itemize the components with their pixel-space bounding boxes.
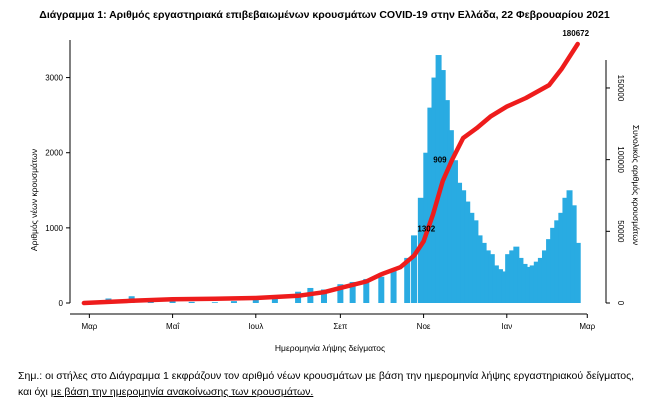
bar [468,212,475,303]
bar [550,227,557,303]
bar [404,257,411,303]
bar [488,254,495,303]
bar [363,278,370,303]
bar [476,235,483,303]
chart-svg: 0 1000 2000 3000 0 50000 100000 150000 Μαρ Μαΐ Ιου… [29,29,641,353]
bar [537,257,544,303]
bar [435,55,442,304]
bar [558,212,565,303]
bar [349,281,356,303]
y-tick-label: 0 [59,299,64,308]
bar [427,107,434,303]
footnote-underlined-text: με βάση την ημερομηνία ανακοίνωσης των κ… [50,386,314,398]
annotation-label: 1302 [417,224,435,233]
bar [533,261,540,303]
bar [451,160,458,303]
bar [460,190,467,303]
y-tick-label: 1000 [45,224,63,233]
bar [337,284,344,303]
bar [517,257,524,303]
y2-axis-title: Συνολικός αριθμός κρουσμάτων [631,125,641,245]
bar [566,190,573,303]
annotation-layer: 180672 909 1302 [417,29,589,233]
annotation-label: 180672 [562,29,589,38]
bar [570,205,577,303]
bar [390,269,397,303]
bar [513,246,520,303]
cumulative-line [81,41,580,306]
bar [525,266,532,303]
bar [541,250,548,303]
bar [529,265,536,303]
bar [447,130,454,303]
bar [546,239,553,303]
bar [169,301,176,303]
bar [411,235,418,303]
bars-group [86,55,581,304]
annotation-label: 909 [433,156,447,165]
footnote: Σημ.: οι στήλες στο Διάγραμμα 1 εκφράζου… [18,368,643,400]
bar [252,299,259,303]
y-axis-title: Αριθμός νέων κρουσμάτων [29,149,39,251]
bar [492,265,499,303]
bar [574,242,581,303]
bar [230,301,237,303]
bar [472,220,479,303]
bar [443,100,450,303]
y2-tick-label: 50000 [616,220,625,243]
bar [320,289,327,303]
footnote-text: Σημ.: οι στήλες στο Διάγραμμα 1 εκφράζου… [18,370,635,398]
y-tick-label: 3000 [45,74,63,83]
y2-tick-label: 0 [616,301,625,306]
x-tick-label: Μαρ [81,322,97,331]
bar [378,276,385,303]
bar [484,250,491,303]
bar [509,250,516,303]
bar [554,220,561,303]
bar [496,269,503,303]
bar [271,298,278,303]
y2-tick-label: 100000 [616,146,625,173]
axes-group: 0 1000 2000 3000 0 50000 100000 150000 Μαρ Μαΐ Ιου… [45,40,625,331]
bar [501,271,508,303]
y2-tick-label: 150000 [616,75,625,102]
bar [505,254,512,303]
x-tick-label: Νοε [417,322,431,331]
bar [562,197,569,303]
bar [521,263,528,303]
bar [211,302,218,303]
y-tick-label: 2000 [45,149,63,158]
bar [417,197,424,303]
bar [464,201,471,303]
x-axis-title: Ημερομηνία λήψης δείγματος [275,343,385,353]
x-tick-label: Ιαν [501,322,512,331]
bar [431,77,438,303]
x-tick-label: Σεπ [333,322,348,331]
x-tick-label: Μαρ [579,322,595,331]
bar [188,301,195,303]
line-layer [81,41,580,306]
x-tick-label: Ιουλ [248,322,263,331]
bar [456,182,463,303]
x-tick-label: Μαΐ [166,322,180,331]
chart-title: Διάγραμμα 1: Αριθμός εργαστηριακά επιβεβ… [39,9,610,21]
bar [480,242,487,303]
